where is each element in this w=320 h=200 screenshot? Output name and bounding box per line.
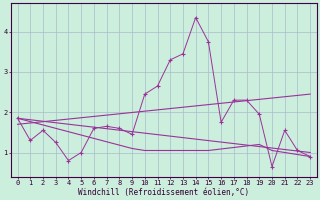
X-axis label: Windchill (Refroidissement éolien,°C): Windchill (Refroidissement éolien,°C) bbox=[78, 188, 249, 197]
